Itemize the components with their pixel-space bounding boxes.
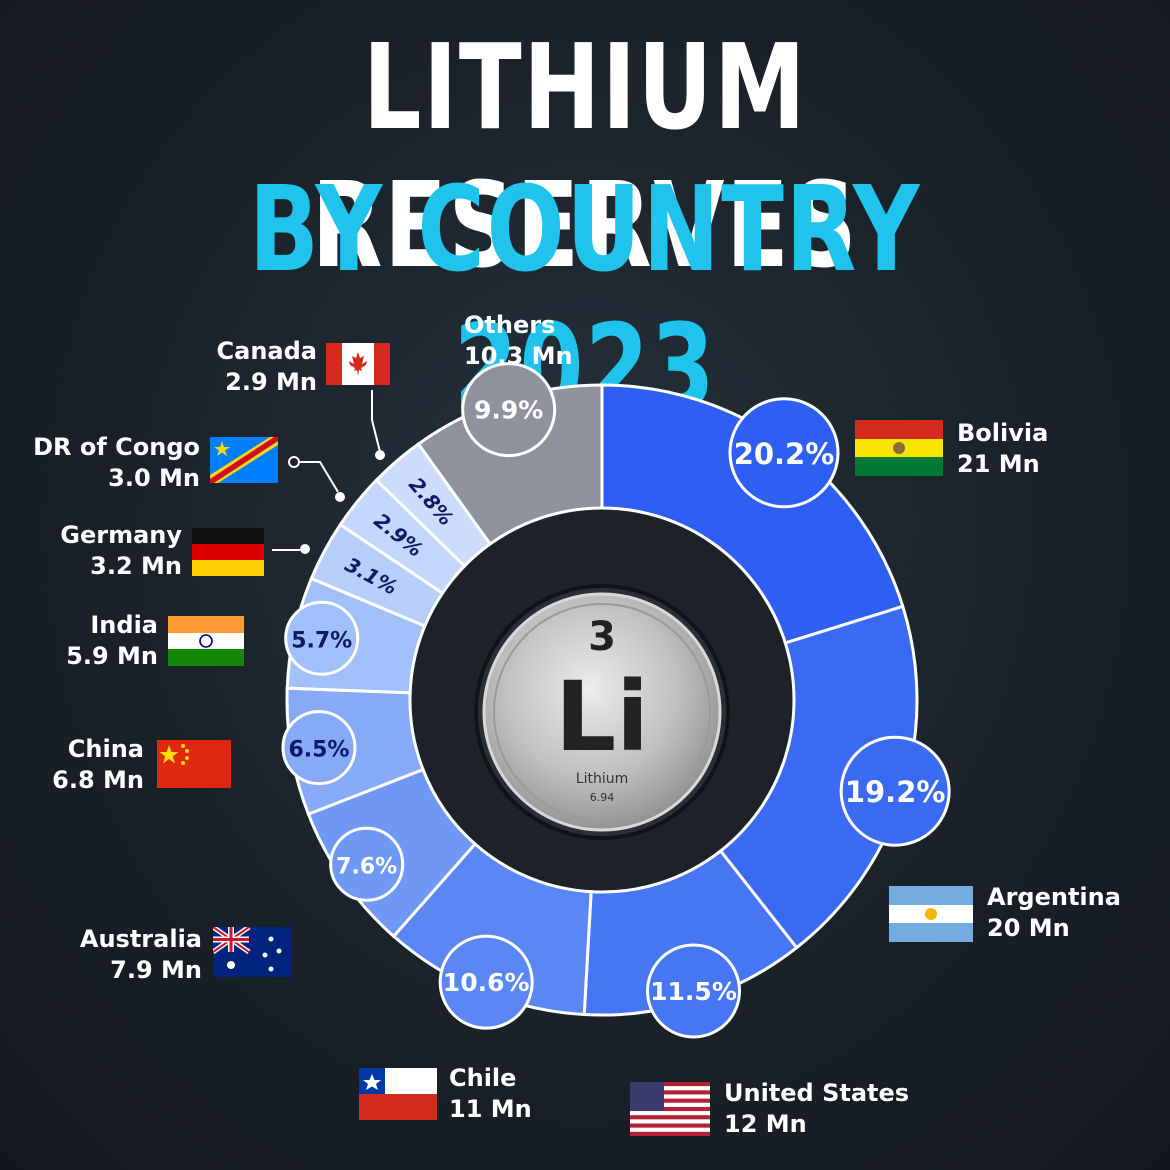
label-canada: Canada 2.9 Mn: [217, 336, 317, 398]
country-name: Argentina: [987, 883, 1121, 911]
country-name: Canada: [216, 337, 317, 365]
percent-badge: [839, 735, 951, 847]
label-others: Others 10.3 Mn: [464, 310, 573, 372]
germany-flag: [192, 528, 264, 576]
element-name: Lithium: [576, 771, 628, 787]
country-value: 21 Mn: [957, 450, 1040, 478]
country-value: 11 Mn: [449, 1095, 532, 1123]
country-name: Germany: [60, 521, 182, 549]
argentina-flag: [889, 886, 973, 942]
country-name: Others: [464, 311, 556, 339]
country-value: 2.9 Mn: [225, 368, 317, 396]
slice-argentina: [718, 604, 919, 950]
percent-badge: [728, 397, 840, 509]
country-name: Australia: [79, 925, 202, 953]
country-value: 6.8 Mn: [52, 766, 144, 794]
australia-flag: [213, 927, 291, 977]
leader-lines: [272, 390, 385, 554]
element-symbol: Li: [555, 661, 649, 773]
atomic-mass: 6.94: [590, 791, 615, 804]
label-bolivia: Bolivia 21 Mn: [957, 418, 1048, 480]
percent-label: 19.2%: [845, 775, 946, 809]
canada-flag: [326, 343, 390, 385]
percent-label: 10.6%: [443, 968, 530, 997]
country-name: China: [67, 735, 144, 763]
lithium-element-badge: 3 Li Lithium 6.94: [474, 584, 730, 840]
label-dr-congo: DR of Congo 3.0 Mn: [33, 432, 200, 494]
country-value: 20 Mn: [987, 914, 1070, 942]
chile-flag: [359, 1068, 437, 1120]
label-india: India 5.9 Mn: [66, 610, 158, 672]
percent-badge: [438, 934, 534, 1030]
label-germany: Germany 3.2 Mn: [60, 520, 182, 582]
country-name: DR of Congo: [33, 433, 200, 461]
title-line-1: LITHIUM RESERVES: [311, 18, 859, 294]
slice-bolivia: [600, 383, 905, 645]
country-value: 3.0 Mn: [108, 464, 200, 492]
percent-badge: [284, 600, 360, 676]
label-argentina: Argentina 20 Mn: [987, 882, 1121, 944]
country-value: 10.3 Mn: [464, 342, 573, 370]
percent-label: 20.2%: [734, 437, 835, 471]
atomic-number: 3: [588, 614, 616, 660]
bolivia-flag: [855, 420, 943, 476]
percent-label: 5.7%: [291, 628, 352, 653]
china-flag: [157, 740, 231, 788]
country-value: 3.2 Mn: [90, 552, 182, 580]
label-australia: Australia 7.9 Mn: [80, 924, 202, 986]
percent-label: 9.9%: [474, 396, 543, 425]
percent-badge: [329, 826, 405, 902]
country-name: Chile: [449, 1064, 517, 1092]
percent-label: 6.5%: [288, 738, 349, 763]
country-value: 5.9 Mn: [66, 642, 158, 670]
percent-badge: [646, 943, 742, 1039]
usa-flag: [630, 1082, 710, 1136]
country-value: 12 Mn: [724, 1110, 807, 1138]
drc-flag: [210, 437, 278, 483]
percent-label: 7.6%: [336, 854, 397, 879]
country-name: Bolivia: [957, 419, 1049, 447]
label-china: China 6.8 Mn: [52, 734, 144, 796]
india-flag: [168, 616, 244, 666]
country-value: 7.9 Mn: [110, 956, 202, 984]
label-united-states: United States 12 Mn: [724, 1078, 909, 1140]
country-name: India: [90, 611, 158, 639]
label-chile: Chile 11 Mn: [449, 1063, 532, 1125]
percent-badge: [461, 362, 557, 458]
percent-label: 11.5%: [650, 977, 737, 1006]
country-name: United States: [724, 1079, 910, 1107]
percent-badge: [281, 710, 357, 786]
